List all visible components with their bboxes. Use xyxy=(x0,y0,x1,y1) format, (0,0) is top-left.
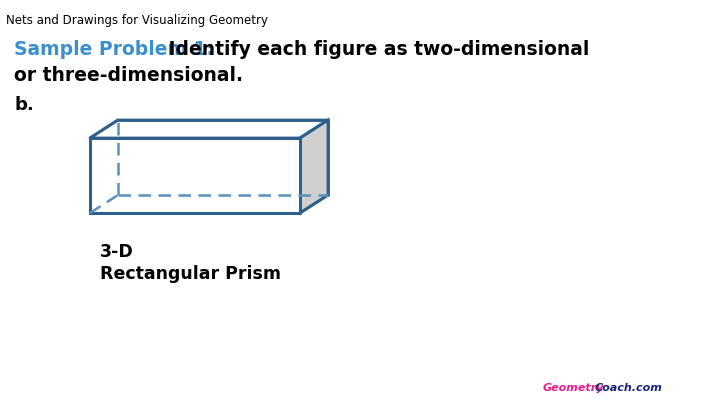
Text: b.: b. xyxy=(14,96,34,114)
Text: Geometry: Geometry xyxy=(543,383,605,393)
Polygon shape xyxy=(300,120,328,213)
Polygon shape xyxy=(90,120,328,138)
Polygon shape xyxy=(90,138,300,213)
Text: Coach.com: Coach.com xyxy=(595,383,663,393)
Text: Identify each figure as two-dimensional: Identify each figure as two-dimensional xyxy=(162,40,590,59)
Text: or three-dimensional.: or three-dimensional. xyxy=(14,66,243,85)
Text: Rectangular Prism: Rectangular Prism xyxy=(100,265,281,283)
Text: 3-D: 3-D xyxy=(100,243,134,261)
Text: Sample Problem 1:: Sample Problem 1: xyxy=(14,40,214,59)
Text: Nets and Drawings for Visualizing Geometry: Nets and Drawings for Visualizing Geomet… xyxy=(6,14,268,27)
